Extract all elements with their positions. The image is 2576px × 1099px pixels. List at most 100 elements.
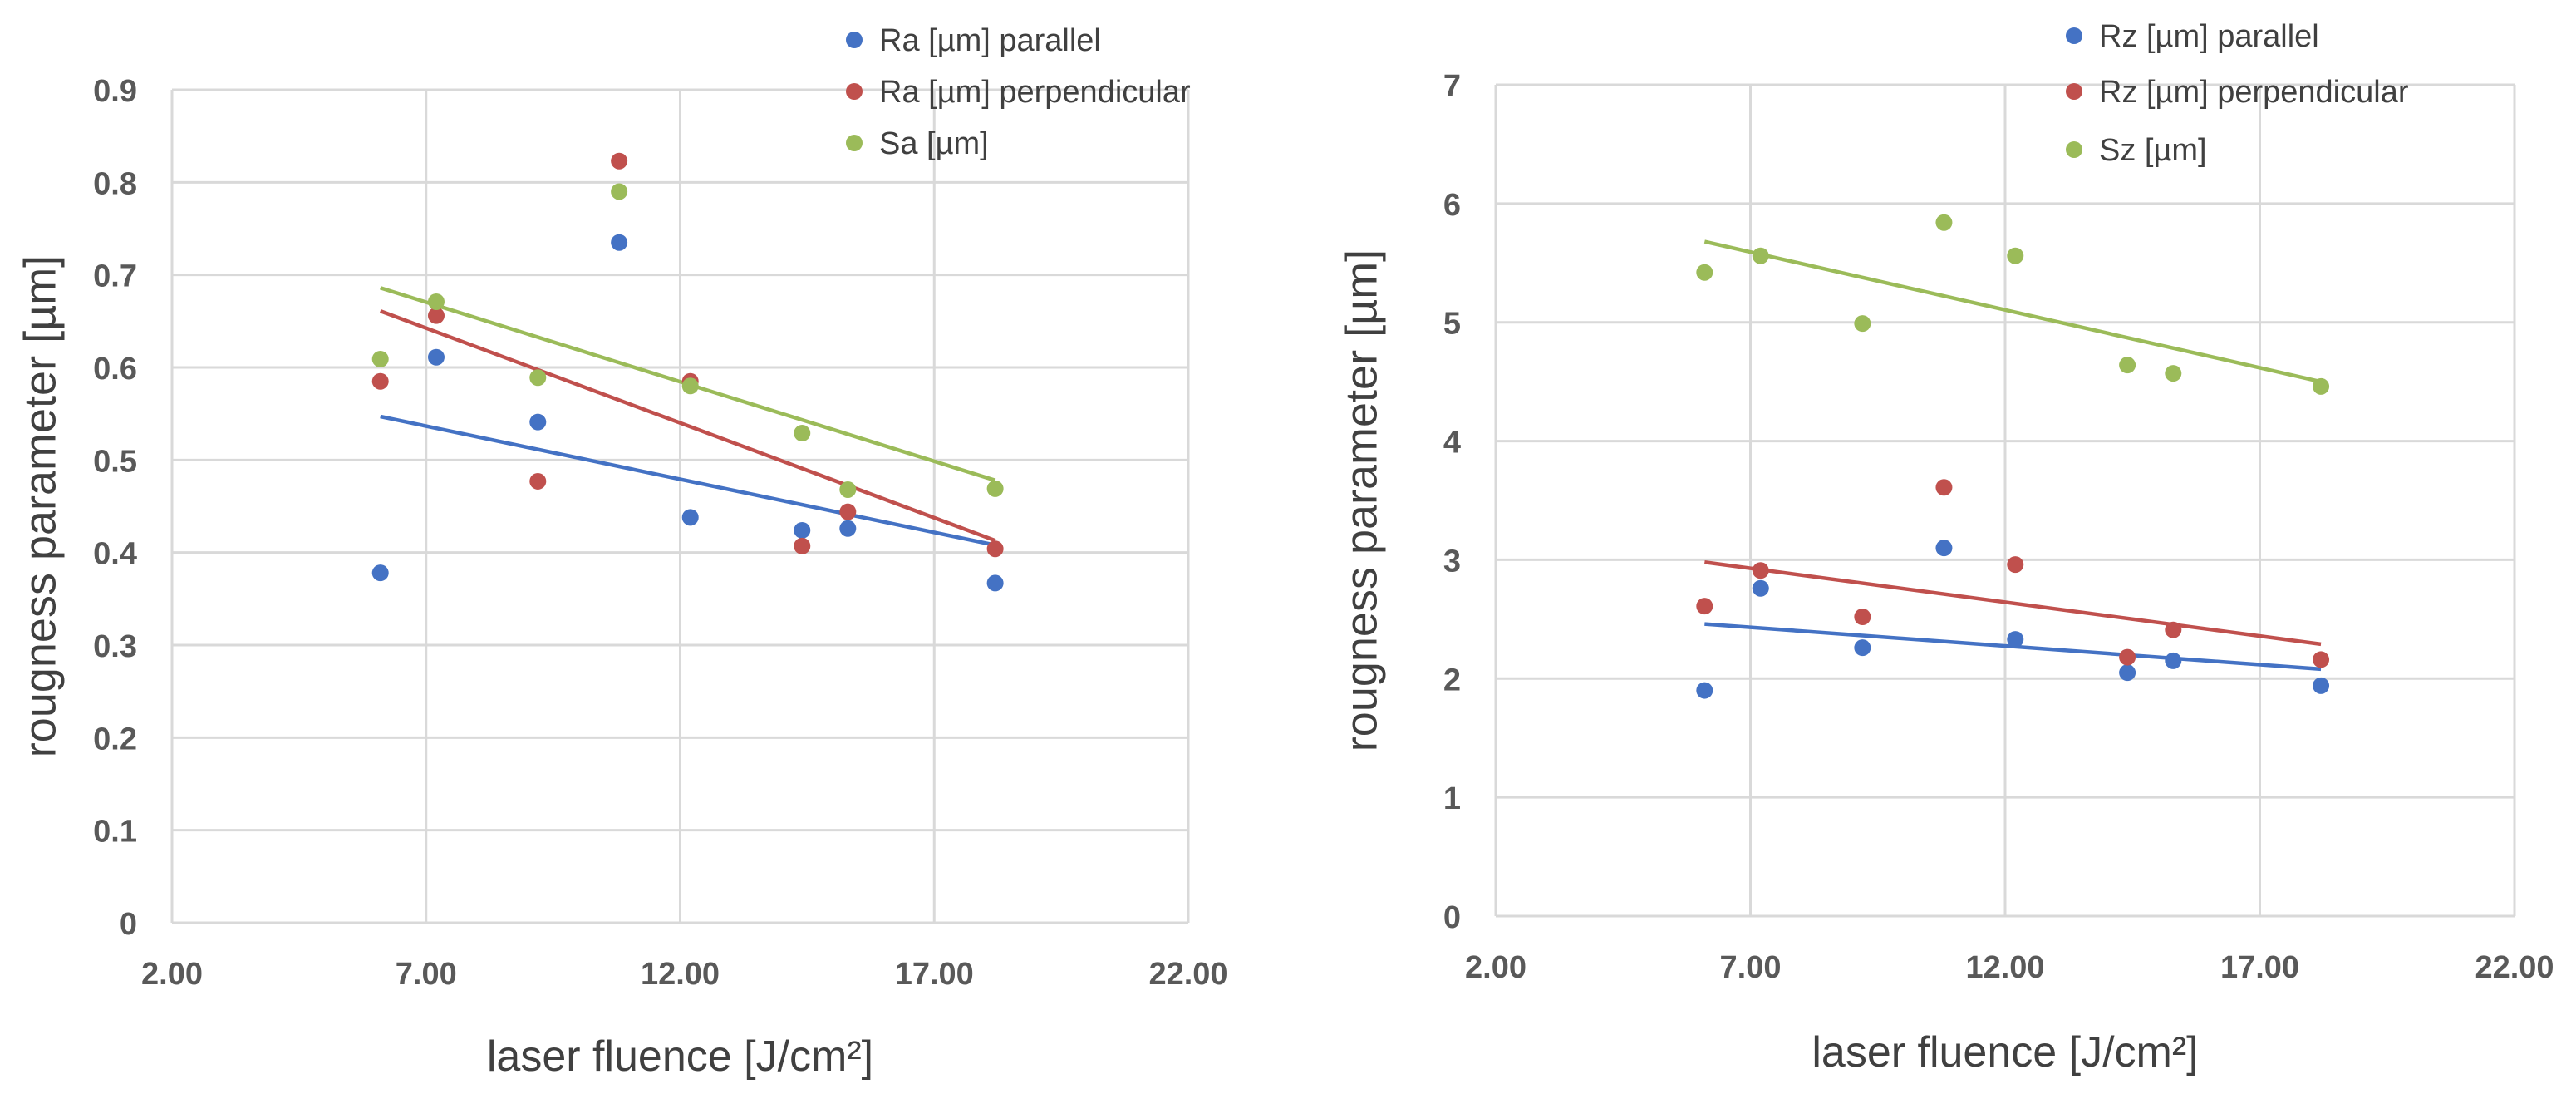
y-tick-label: 3 [1443, 544, 1461, 579]
y-tick-label: 0.4 [93, 537, 137, 572]
data-point-perpendicular [1935, 479, 1953, 496]
y-tick-label: 0.6 [93, 352, 137, 387]
data-point-perpendicular [1752, 562, 1769, 579]
data-point-parallel [2165, 652, 2182, 669]
legend-label-ra-parallel: Ra [µm] parallel [879, 23, 1101, 58]
chart-right: 0 1 2 3 4 5 6 7 2.00 7.00 12.00 17.00 22.00 laser f… [1336, 19, 2554, 1077]
data-point-surface [1935, 214, 1953, 231]
y-tick-label: 0.3 [93, 629, 137, 664]
legend-marker-ra-parallel [846, 32, 863, 48]
x-tick-labels-right: 2.00 7.00 12.00 17.00 22.00 [1465, 950, 2554, 985]
x-tick-label: 17.00 [2220, 950, 2299, 985]
y-axis-title-left: rougness parameter [µm] [15, 255, 65, 757]
data-point-surface [529, 369, 547, 387]
chart-left: 0 0.1 0.2 0.3 0.4 0.5 0.6 0.7 0.8 0.9 2.00 7.00 12.… [15, 23, 1227, 1081]
x-tick-label: 7.00 [1720, 950, 1782, 985]
data-point-surface [2119, 357, 2136, 374]
data-point-parallel [611, 234, 628, 251]
data-point-surface [371, 350, 389, 367]
legend-label-rz-perpendicular: Rz [µm] perpendicular [2099, 75, 2409, 110]
data-point-surface [611, 183, 628, 200]
trendline-perpendicular [379, 308, 996, 543]
x-tick-label: 12.00 [641, 957, 720, 992]
data-point-perpendicular [1854, 609, 1871, 625]
y-tick-label: 7 [1443, 69, 1461, 104]
legend-label-sz: Sz [µm] [2099, 133, 2207, 168]
trendline-parallel [380, 414, 996, 547]
data-point-surface [1696, 264, 1713, 281]
y-tick-label: 0 [120, 907, 137, 942]
data-point-surface [839, 481, 857, 498]
x-tick-label: 22.00 [1148, 957, 1227, 992]
x-tick-label: 22.00 [2475, 950, 2554, 985]
y-tick-label: 0.1 [93, 815, 137, 850]
data-point-parallel [427, 348, 445, 366]
data-point-parallel [2313, 677, 2330, 694]
y-tick-label: 0.9 [93, 74, 137, 109]
data-point-surface [986, 480, 1004, 497]
y-tick-label: 0.8 [93, 166, 137, 201]
data-point-perpendicular [1696, 598, 1713, 615]
legend-marker-rz-perpendicular [2066, 83, 2082, 100]
data-point-perpendicular [529, 472, 547, 490]
data-point-parallel [1854, 639, 1871, 657]
data-point-parallel [794, 521, 811, 539]
data-point-perpendicular [2007, 556, 2024, 574]
y-axis-title-right: rougness parameter [µm] [1336, 249, 1386, 752]
data-point-perpendicular [371, 372, 389, 390]
legend-label-rz-parallel: Rz [µm] parallel [2099, 19, 2319, 54]
data-point-parallel [2119, 664, 2136, 682]
data-point-surface [681, 377, 699, 395]
data-point-parallel [681, 509, 699, 526]
x-tick-label: 17.00 [895, 957, 974, 992]
legend-marker-sa [846, 135, 863, 151]
data-point-surface [2165, 365, 2182, 382]
legend-marker-sz [2066, 141, 2082, 158]
data-point-perpendicular [611, 152, 628, 170]
data-point-perpendicular [794, 537, 811, 554]
legend-left: Ra [µm] parallel Ra [µm] perpendicular S… [846, 23, 1191, 161]
y-tick-label: 5 [1443, 307, 1461, 342]
data-point-perpendicular [427, 307, 445, 324]
y-tick-label: 0.2 [93, 722, 137, 756]
y-tick-labels-right: 0 1 2 3 4 5 6 7 [1443, 69, 1461, 935]
trendline-perpendicular [1704, 560, 2322, 647]
x-tick-labels-left: 2.00 7.00 12.00 17.00 22.00 [141, 957, 1228, 992]
data-point-perpendicular [2119, 648, 2136, 666]
x-tick-label: 2.00 [1465, 950, 1526, 985]
data-point-parallel [1935, 540, 1953, 557]
y-tick-label: 4 [1443, 426, 1461, 461]
data-point-perpendicular [2165, 621, 2182, 638]
legend-marker-rz-parallel [2066, 27, 2082, 44]
y-tick-label: 0.5 [93, 444, 137, 479]
data-point-surface [2007, 247, 2024, 264]
points-right [1696, 214, 2330, 699]
data-point-surface [2313, 377, 2330, 395]
legend-marker-ra-perpendicular [846, 83, 863, 100]
y-tick-label: 1 [1443, 781, 1461, 816]
data-point-surface [794, 425, 811, 442]
data-point-perpendicular [839, 503, 857, 520]
legend-label-sa: Sa [µm] [879, 126, 989, 161]
data-point-surface [427, 293, 445, 310]
data-point-surface [1854, 315, 1871, 333]
data-point-surface [1752, 247, 1769, 264]
data-point-parallel [529, 413, 547, 431]
data-point-parallel [371, 564, 389, 582]
x-tick-label: 2.00 [141, 957, 203, 992]
trendline-surface [1703, 239, 2322, 384]
data-point-perpendicular [986, 540, 1004, 558]
y-tick-label: 6 [1443, 188, 1461, 223]
legend-label-ra-perpendicular: Ra [µm] perpendicular [879, 75, 1191, 110]
data-point-parallel [1696, 682, 1713, 699]
data-point-parallel [839, 520, 857, 537]
points-left [371, 152, 1004, 592]
legend-right: Rz [µm] parallel Rz [µm] perpendicular S… [2066, 19, 2409, 168]
x-axis-title-left: laser fluence [J/cm²] [487, 1032, 873, 1081]
y-tick-label: 0 [1443, 900, 1461, 935]
data-point-parallel [1752, 579, 1769, 597]
data-point-perpendicular [2313, 651, 2330, 668]
x-axis-title-right: laser fluence [J/cm²] [1812, 1028, 2198, 1077]
y-tick-labels-left: 0 0.1 0.2 0.3 0.4 0.5 0.6 0.7 0.8 0.9 [93, 74, 137, 942]
